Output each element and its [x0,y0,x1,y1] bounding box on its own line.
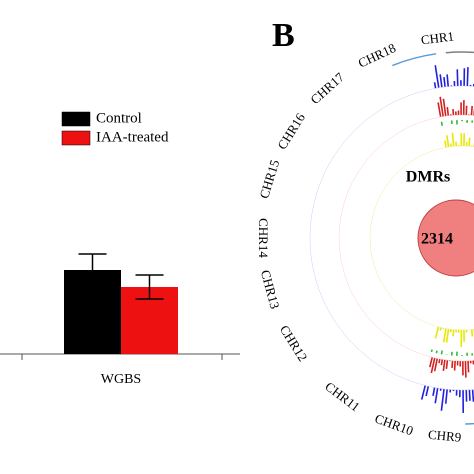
methylation-track [434,65,440,88]
methylation-track [470,105,473,116]
methylation-track [451,360,454,369]
gene-track [434,326,440,339]
methylation-track [429,357,434,368]
methylation-track [438,358,441,364]
gene-track [452,329,455,337]
methylation-track [433,82,437,89]
x-tick-label: WGBS [101,372,141,387]
legend-label: Control [96,110,142,126]
methylation-track [466,67,469,87]
gene-track [470,329,474,337]
dmr-track [440,350,443,355]
chromosome-label: CHR16 [274,110,308,152]
chromosome-label: CHR1 [420,29,455,48]
chromosome-label: CHR17 [307,69,347,107]
chromosome-label: CHR14 [256,218,271,258]
methylation-track [446,74,450,87]
chromosome-label: CHR18 [356,40,398,70]
dmr-track [430,349,433,353]
chromosome-arc [392,53,437,67]
chromosome-label: CHR15 [256,158,282,200]
gene-track [468,137,471,147]
methylation-track [437,102,442,118]
chromosome-label: CHR10 [373,411,415,439]
methylation-track [468,389,471,401]
gene-track [445,328,450,343]
error-bar [135,274,164,300]
gene-track [442,328,447,343]
chromosome-arc [465,422,474,425]
methylation-track [467,360,470,373]
center-value: 2314 [421,231,453,248]
track-ring [309,85,474,391]
chromosome-label: CHR12 [277,322,311,364]
methylation-track [434,387,439,404]
legend-swatch [61,130,91,146]
methylation-track [430,357,436,374]
track-ring [338,114,474,362]
methylation-track [439,74,443,88]
methylation-track [443,77,446,88]
methylation-track [432,387,436,396]
methylation-track [433,358,439,372]
dmr-track [435,350,438,354]
methylation-track [442,98,447,117]
methylation-track [453,360,456,371]
dmr-circle [417,199,474,277]
chromosome-label: CHR11 [322,379,362,415]
gene-track [451,132,455,147]
legend-swatch [61,111,91,127]
methylation-track [446,107,450,116]
methylation-track [444,389,448,404]
center-title: DMRs [406,169,450,186]
track-ring [369,145,474,331]
chromosome-label: CHR13 [258,268,283,310]
methylation-track [420,385,427,400]
error-bar [78,253,107,287]
gene-track [446,135,450,148]
methylation-track [425,386,430,397]
methylation-track [442,359,446,371]
methylation-track [471,389,474,402]
methylation-track [440,359,444,366]
panel-label: B [272,17,295,54]
chromosome-label: CHR9 [427,427,461,445]
gene-track [444,140,447,148]
methylation-track [445,360,449,369]
dmr-track [440,121,443,126]
methylation-track [440,388,445,411]
methylation-track [439,96,444,117]
legend-label: IAA-treated [96,129,169,145]
chromosome-arc [445,51,474,54]
gene-track [439,327,442,331]
